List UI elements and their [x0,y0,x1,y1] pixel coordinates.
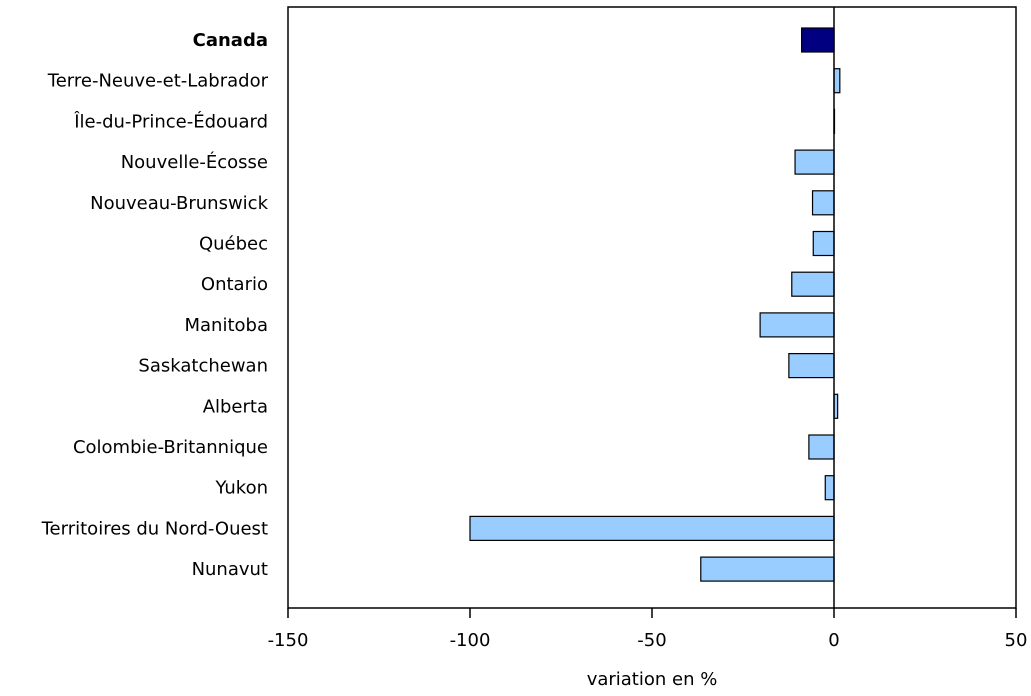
category-label-nouveau-brunswick: Nouveau-Brunswick [90,193,268,214]
bar-yukon [824,475,835,501]
category-label-ontario: Ontario [201,274,268,295]
bars-group [469,27,841,582]
category-label-colombie-britannique: Colombie-Britannique [73,437,268,458]
x-axis-title: variation en % [587,669,718,690]
category-label-nouvelle-ecosse: Nouvelle-Écosse [121,151,268,173]
category-label-quebec: Québec [199,234,268,255]
category-label-saskatchewan: Saskatchewan [138,356,268,377]
bar-nouveau-brunswick [811,190,835,216]
category-label-manitoba: Manitoba [185,315,269,336]
bar-nunavut [700,556,835,582]
category-labels-group: Canada Terre-Neuve-et-Labrador Île-du-Prin… [41,30,269,580]
x-ticks-group: -150 -100 -50 0 50 [268,608,1028,651]
bar-quebec [812,230,835,257]
x-tick-label: -100 [450,630,491,651]
category-label-terre-neuve-et-labrador: Terre-Neuve-et-Labrador [47,71,269,92]
x-tick-label: -50 [637,630,666,651]
category-label-alberta: Alberta [203,396,268,417]
bar-saskatchewan [788,353,835,379]
x-tick-label: 50 [1005,630,1028,651]
x-tick-label: 0 [828,630,839,651]
category-label-canada: Canada [193,30,268,51]
bar-terre-neuve-et-labrador [833,68,841,94]
category-label-nunavut: Nunavut [192,559,268,580]
bar-territoires-du-nord-ouest [469,515,835,542]
bar-nouvelle-ecosse [794,149,835,175]
x-tick-label: -150 [268,630,309,651]
bar-canada [801,27,835,53]
category-label-yukon: Yukon [214,478,268,499]
category-label-territoires-du-nord-ouest: Territoires du Nord-Ouest [41,518,268,539]
category-label-ile-du-prince-edouard: Île-du-Prince-Édouard [73,110,268,132]
plot-frame [287,6,1017,609]
bar-ontario [791,271,835,297]
bar-colombie-britannique [808,434,835,460]
bar-manitoba [759,312,835,338]
